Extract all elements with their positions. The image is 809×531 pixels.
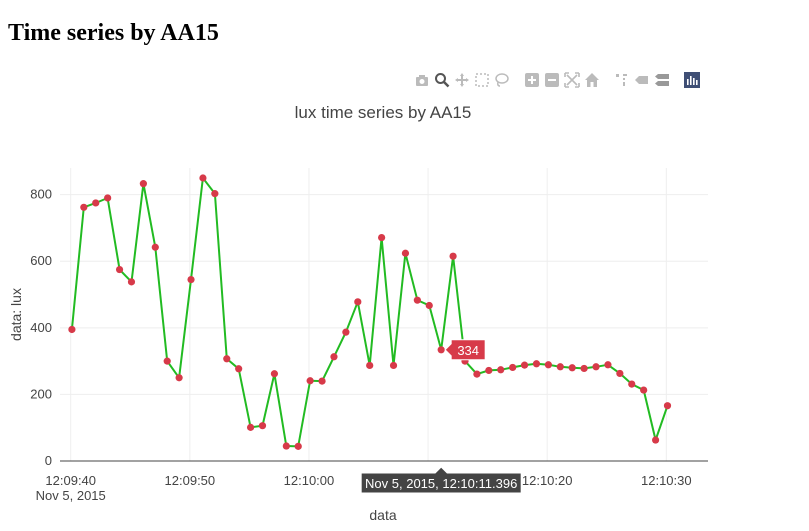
y-tick-label: 400 [30, 320, 52, 335]
hover-x-label: Nov 5, 2015, 12:10:11.396 [365, 476, 517, 491]
data-point[interactable] [354, 298, 362, 306]
data-point[interactable] [651, 436, 660, 444]
data-point[interactable] [401, 249, 410, 257]
data-point[interactable] [92, 199, 100, 207]
data-point[interactable] [592, 363, 600, 371]
data-point[interactable] [389, 361, 398, 370]
data-point[interactable] [473, 370, 481, 378]
page-title: Time series by AA15 [8, 20, 219, 46]
box-select-icon[interactable] [472, 70, 492, 90]
hover-value-box [444, 339, 486, 361]
data-point[interactable] [497, 366, 505, 374]
y-tick-label: 0 [45, 453, 52, 468]
data-point[interactable] [294, 442, 302, 450]
data-point[interactable] [640, 386, 648, 394]
data-point[interactable] [115, 265, 124, 274]
reset-axes-icon[interactable] [582, 70, 602, 90]
x-tick-label: 12:10:20 [522, 473, 573, 488]
data-point[interactable] [187, 275, 195, 284]
y-tick-label: 800 [30, 187, 52, 202]
data-point[interactable] [163, 357, 171, 365]
zoom-out-icon[interactable] [542, 70, 562, 90]
autoscale-icon[interactable] [562, 70, 582, 90]
x-tick-label: 12:09:40 [45, 473, 96, 488]
data-point[interactable] [378, 233, 386, 242]
data-point[interactable] [104, 194, 112, 202]
data-point[interactable] [604, 361, 612, 369]
hover-compare-icon[interactable] [652, 70, 672, 90]
lasso-icon[interactable] [492, 70, 512, 90]
data-point[interactable] [175, 374, 183, 382]
y-tick-label: 200 [30, 386, 52, 401]
y-tick-label: 600 [30, 253, 52, 268]
x-tick-label: 12:10:30 [641, 473, 692, 488]
hover-x-box [360, 466, 522, 494]
x-tick-label: 12:09:50 [165, 473, 216, 488]
data-point[interactable] [437, 346, 445, 354]
data-point[interactable] [532, 360, 541, 368]
pan-icon[interactable] [452, 70, 472, 90]
data-point[interactable] [258, 422, 267, 430]
data-point[interactable] [425, 301, 433, 310]
hover-value-label: 334 [457, 343, 479, 358]
data-point[interactable] [509, 363, 517, 372]
data-point[interactable] [282, 442, 290, 450]
data-point[interactable] [68, 325, 76, 334]
data-point[interactable] [211, 190, 219, 198]
y-axis-title: data: lux [8, 288, 24, 341]
x-tick-sublabel: Nov 5, 2015 [36, 488, 106, 503]
data-point[interactable] [663, 402, 672, 410]
data-point[interactable] [306, 377, 314, 385]
data-point[interactable] [235, 365, 243, 373]
chart-title: lux time series by AA15 [295, 103, 472, 122]
data-point[interactable] [366, 361, 374, 370]
zoom-icon[interactable] [432, 70, 452, 90]
zoom-in-icon[interactable] [522, 70, 542, 90]
data-point[interactable] [580, 364, 588, 373]
hover-closest-icon[interactable] [632, 70, 652, 90]
data-point[interactable] [199, 174, 207, 182]
data-point[interactable] [342, 328, 350, 336]
data-point[interactable] [568, 364, 576, 372]
data-point[interactable] [544, 361, 552, 369]
data-point[interactable] [270, 370, 279, 378]
plot-modebar [412, 70, 702, 90]
data-point[interactable] [223, 355, 231, 363]
data-point[interactable] [330, 353, 338, 361]
data-point[interactable] [127, 278, 136, 286]
data-point[interactable] [520, 361, 529, 369]
data-point[interactable] [151, 243, 159, 251]
data-point[interactable] [318, 377, 326, 385]
x-axis-title: data [369, 507, 396, 523]
spike-lines-icon[interactable] [612, 70, 632, 90]
data-point[interactable] [449, 252, 457, 260]
series-line [70, 175, 669, 448]
data-point[interactable] [485, 366, 493, 375]
data-point[interactable] [616, 369, 624, 378]
data-point[interactable] [80, 203, 88, 211]
data-point[interactable] [556, 363, 564, 371]
data-point[interactable] [246, 423, 255, 431]
x-tick-label: 12:10:00 [284, 473, 335, 488]
camera-icon[interactable] [412, 70, 432, 90]
plotly-logo-icon[interactable] [682, 70, 702, 90]
data-point[interactable] [628, 380, 636, 388]
data-point[interactable] [413, 296, 421, 304]
data-point[interactable] [139, 180, 147, 188]
